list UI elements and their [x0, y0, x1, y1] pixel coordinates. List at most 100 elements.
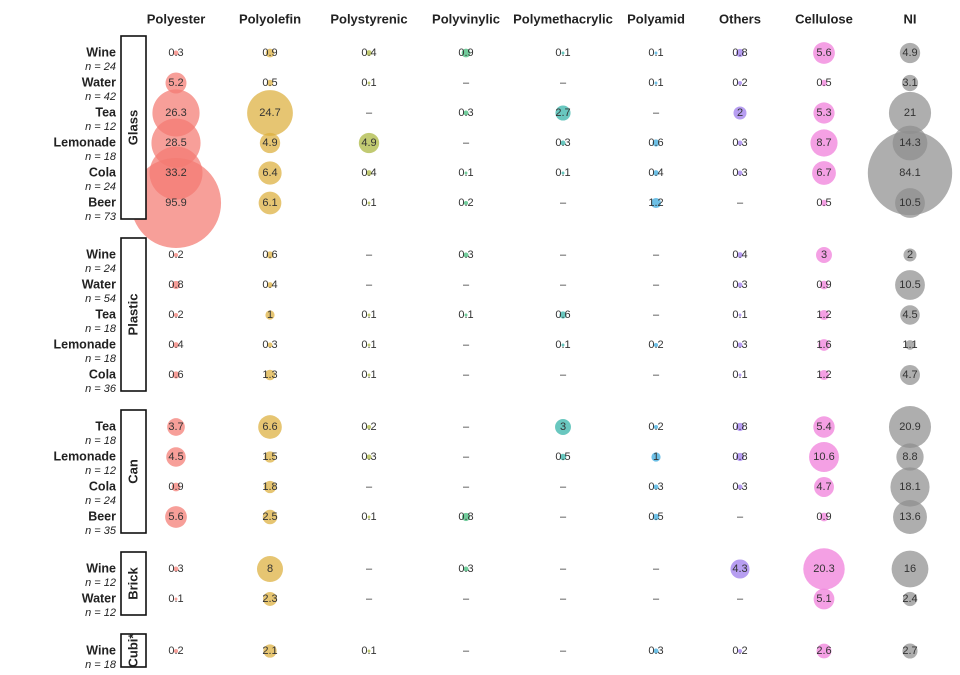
- group-label: Glass: [125, 110, 140, 145]
- missing-value: –: [463, 369, 470, 381]
- bubble: [165, 506, 187, 528]
- value-label: 33.2: [165, 167, 186, 179]
- row-label: Beer: [88, 195, 116, 209]
- row-label: Beer: [88, 509, 116, 523]
- missing-value: –: [463, 593, 470, 605]
- missing-value: –: [653, 249, 660, 261]
- value-label: 0.5: [816, 197, 831, 209]
- value-label: 2.3: [262, 593, 277, 605]
- row-n: n = 18: [85, 323, 117, 335]
- missing-value: –: [463, 279, 470, 291]
- row-n: n = 18: [85, 353, 117, 365]
- value-label: 5.2: [168, 77, 183, 89]
- bubble: [367, 313, 371, 317]
- value-label: 0.1: [361, 197, 376, 209]
- value-label: 1: [267, 309, 273, 321]
- bubble: [171, 482, 181, 492]
- value-label: 5.6: [168, 511, 183, 523]
- bubble: [266, 79, 274, 87]
- value-label: 0.1: [458, 309, 473, 321]
- value-label: 0.2: [361, 421, 376, 433]
- column-header: Polyvinylic: [432, 11, 500, 26]
- value-label: 5.4: [816, 421, 831, 433]
- value-label: 0.8: [458, 511, 473, 523]
- value-label: 0.5: [648, 511, 663, 523]
- value-label: 8: [267, 563, 273, 575]
- bubble: [810, 129, 838, 157]
- missing-value: –: [560, 369, 567, 381]
- value-label: 2: [737, 107, 743, 119]
- value-label: 0.1: [648, 47, 663, 59]
- bubble: [895, 188, 925, 218]
- bubble: [654, 81, 658, 85]
- value-label: 1.5: [262, 451, 277, 463]
- bubble: [899, 42, 921, 64]
- bubble: [267, 282, 273, 288]
- row-n: n = 24: [85, 61, 116, 73]
- bubble: [654, 51, 658, 55]
- text-layer: Polyester Polyolefin Polystyrenic Polyvinyl…: [53, 11, 920, 670]
- value-label: 0.5: [555, 451, 570, 463]
- value-label: 16: [904, 563, 916, 575]
- value-label: 1.2: [648, 197, 663, 209]
- value-label: 3.7: [168, 421, 183, 433]
- value-label: 28.5: [165, 137, 186, 149]
- row-n: n = 42: [85, 91, 116, 103]
- bubble: [561, 171, 565, 175]
- value-label: 4.5: [902, 309, 917, 321]
- missing-value: –: [653, 107, 660, 119]
- bubble: [256, 555, 284, 583]
- bubble: [890, 467, 930, 507]
- bubble: [818, 339, 830, 351]
- value-label: 3.1: [902, 77, 917, 89]
- value-label: 0.4: [648, 167, 663, 179]
- group-frame: [120, 633, 147, 668]
- row-label: Cola: [89, 165, 117, 179]
- missing-value: –: [463, 77, 470, 89]
- bubble: [733, 106, 747, 120]
- value-label: 0.4: [262, 279, 277, 291]
- bubble: [358, 132, 380, 154]
- bubble: [258, 161, 282, 185]
- bubble: [813, 42, 835, 64]
- missing-value: –: [463, 451, 470, 463]
- bubble: [173, 648, 179, 654]
- value-label: 10.5: [899, 279, 920, 291]
- value-label: 13.6: [899, 511, 920, 523]
- bubble: [900, 305, 920, 325]
- bubble: [173, 312, 179, 318]
- group-label: Plastic: [125, 294, 140, 336]
- bubble: [819, 280, 829, 290]
- value-label: 0.3: [458, 563, 473, 575]
- bubble: [816, 643, 832, 659]
- value-label: 0.1: [732, 369, 747, 381]
- bubble: [888, 91, 932, 135]
- value-label: 0.1: [555, 47, 570, 59]
- bubble: [738, 373, 742, 377]
- value-label: 2.5: [262, 511, 277, 523]
- bubble: [820, 199, 828, 207]
- value-label: 4.3: [732, 563, 747, 575]
- missing-value: –: [653, 279, 660, 291]
- bubble: [366, 454, 372, 460]
- bubble: [561, 51, 565, 55]
- bubble: [167, 418, 185, 436]
- bubble: [464, 171, 468, 175]
- bubble: [258, 191, 282, 215]
- row-n: n = 18: [85, 435, 117, 447]
- value-label: 0.3: [732, 137, 747, 149]
- value-label: 3: [560, 421, 566, 433]
- bubble: [463, 200, 469, 206]
- bubble: [173, 252, 179, 258]
- bubble: [653, 170, 659, 176]
- missing-value: –: [560, 593, 567, 605]
- bubble: [560, 140, 566, 146]
- column-header: Polyamid: [627, 11, 685, 26]
- bubble: [561, 343, 565, 347]
- bubble: [463, 566, 469, 572]
- missing-value: –: [366, 249, 373, 261]
- bubble: [259, 132, 281, 154]
- bubble: [867, 130, 953, 216]
- value-label: 0.2: [458, 197, 473, 209]
- bubble: [247, 90, 293, 136]
